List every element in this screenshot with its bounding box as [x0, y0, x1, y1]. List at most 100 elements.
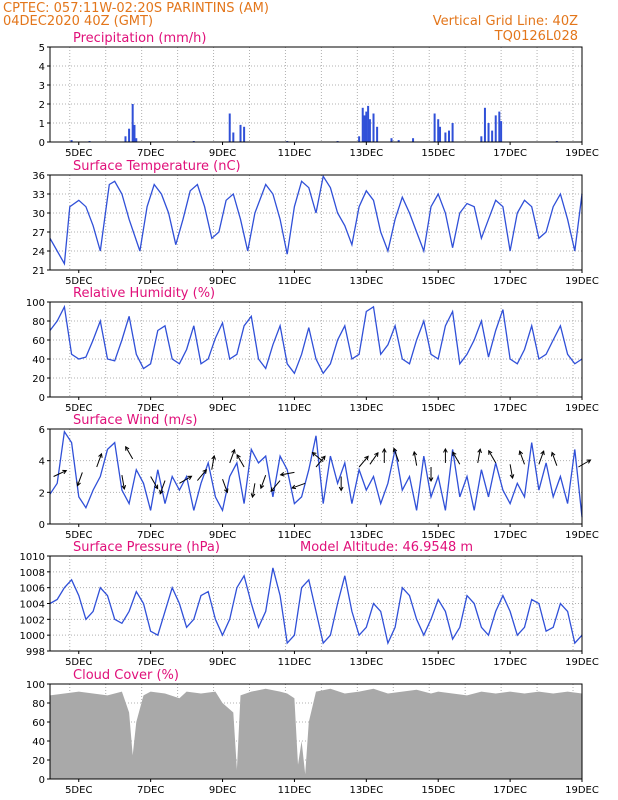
wind-arrow — [77, 472, 83, 486]
y-tick-label: 2 — [39, 100, 45, 111]
y-tick-label: 33 — [32, 190, 45, 201]
wind-arrow-head — [211, 454, 216, 460]
x-tick-label: 11DEC — [278, 785, 312, 796]
y-tick-label: 36 — [32, 171, 45, 182]
wind-arrow — [121, 475, 125, 490]
precip-bar — [128, 128, 131, 142]
plot-frame — [49, 46, 583, 143]
precip-bar — [243, 126, 246, 142]
x-tick-label: 19DEC — [565, 276, 599, 287]
plot-frame — [49, 683, 583, 780]
wind-arrow — [393, 448, 400, 462]
x-tick-label: 5DEC — [65, 530, 92, 541]
x-tick-label: 5DEC — [65, 403, 92, 414]
panel-2: 21 24 27 30 33 36 5DEC 7DEC 9DEC 11DEC 13DEC 15DEC 1… — [32, 159, 599, 287]
wind-arrow — [358, 455, 369, 468]
wind-arrow — [222, 479, 228, 493]
wind-arrow-head — [311, 451, 317, 457]
wind-arrow — [452, 451, 461, 465]
wind-arrow — [519, 450, 525, 465]
wind-arrow — [53, 470, 67, 477]
wind-arrow — [315, 455, 326, 468]
x-tick-label: 7DEC — [137, 148, 164, 159]
precip-bar — [451, 123, 454, 142]
wind-arrow-head — [236, 453, 241, 459]
series-line — [49, 567, 583, 646]
wind-arrow-head — [509, 474, 515, 480]
wind-arrow — [538, 450, 545, 465]
wind-arrow — [477, 449, 481, 464]
y-tick-label: 3 — [39, 81, 45, 92]
x-tick-label: 17DEC — [493, 148, 527, 159]
x-tick-label: 7DEC — [137, 530, 164, 541]
precip-bar — [487, 123, 490, 142]
header-grid-line: Vertical Grid Line: 40Z — [433, 14, 578, 29]
precip-bar — [131, 104, 134, 142]
x-tick-label: 15DEC — [421, 403, 455, 414]
x-tick-label: 11DEC — [278, 657, 312, 668]
precip-bar — [439, 126, 442, 142]
y-tick-label: 30 — [32, 209, 45, 220]
wind-arrow — [229, 449, 235, 464]
x-tick-label: 5DEC — [65, 148, 92, 159]
panel-title: Relative Humidity (%) — [73, 286, 215, 301]
precip-bar — [228, 113, 231, 142]
wind-arrow — [179, 475, 192, 484]
y-tick-label: 40 — [32, 355, 45, 366]
y-tick-label: 100 — [26, 680, 45, 691]
precip-bar — [480, 136, 483, 142]
y-tick-label: 0 — [39, 138, 45, 149]
series-line — [49, 304, 583, 375]
y-tick-label: 60 — [32, 718, 45, 729]
wind-arrow — [280, 471, 295, 476]
wind-arrow-head — [231, 448, 236, 454]
header-station: CPTEC: 057:11W-02:20S PARINTINS (AM) — [3, 1, 269, 16]
precip-bar — [124, 136, 127, 142]
wind-arrow — [159, 480, 166, 494]
wind-arrow-head — [270, 487, 275, 493]
x-tick-label: 7DEC — [137, 785, 164, 796]
panel-6: 0 20 40 60 80 100 5DEC 7DEC 9DEC 11DEC 13DEC 15DEC 1… — [26, 668, 599, 796]
wind-arrow-head — [428, 477, 434, 483]
wind-arrow-head — [412, 450, 418, 456]
y-tick-label: 1000 — [20, 631, 45, 642]
wind-arrow-head — [364, 455, 369, 461]
wind-arrow — [150, 476, 159, 489]
wind-arrow — [125, 446, 134, 460]
x-tick-label: 9DEC — [209, 657, 236, 668]
x-tick-label: 17DEC — [493, 403, 527, 414]
series-line — [49, 174, 583, 266]
wind-arrow-head — [250, 493, 256, 499]
wind-arrow-head — [187, 475, 193, 480]
x-tick-label: 13DEC — [349, 403, 383, 414]
wind-arrow-head — [259, 484, 265, 490]
wind-arrow-head — [392, 447, 398, 453]
x-tick-label: 9DEC — [209, 530, 236, 541]
precip-bar — [365, 111, 368, 142]
wind-arrow-head — [477, 448, 482, 454]
panel-4: 0 2 4 6 5DEC 7DEC 9DEC 11DEC 13DEC 15DEC 17DEC 19DE… — [39, 413, 599, 541]
x-tick-label: 5DEC — [65, 785, 92, 796]
wind-arrow-head — [202, 469, 208, 474]
y-tick-label: 20 — [32, 374, 45, 385]
x-tick-label: 19DEC — [565, 657, 599, 668]
x-tick-label: 11DEC — [278, 148, 312, 159]
x-tick-label: 17DEC — [493, 785, 527, 796]
y-tick-label: 100 — [26, 298, 45, 309]
plot-area — [50, 175, 582, 270]
wind-arrow — [196, 469, 207, 481]
wind-arrow-head — [159, 489, 164, 495]
wind-arrow-head — [540, 450, 545, 456]
y-tick-label: 80 — [32, 699, 45, 710]
precip-bar — [500, 121, 503, 142]
wind-arrow-head — [62, 469, 68, 475]
wind-arrow-head — [338, 486, 344, 492]
panel-1: 0 1 2 3 4 5 5DEC 7DEC 9DEC 11DEC 13DEC 15DEC 17DEC 19… — [39, 31, 599, 159]
y-tick-label: 4 — [39, 62, 45, 73]
x-tick-label: 13DEC — [349, 148, 383, 159]
y-tick-label: 0 — [39, 393, 45, 404]
y-tick-label: 80 — [32, 317, 45, 328]
precip-bar — [437, 119, 440, 142]
wind-arrow — [270, 480, 281, 492]
